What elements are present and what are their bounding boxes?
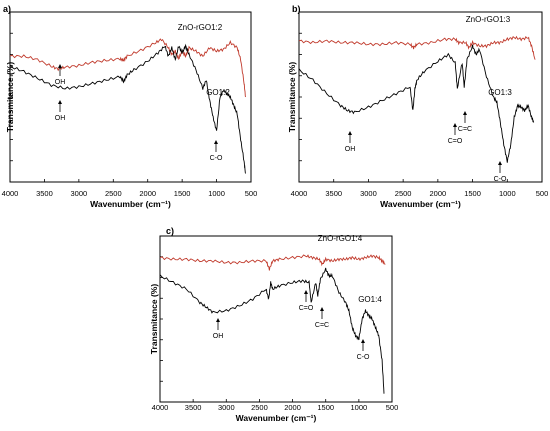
annotation-arrow-head <box>58 64 62 68</box>
x-tick-label: 500 <box>386 403 399 412</box>
panel-label: b) <box>292 4 301 14</box>
x-tick-label: 3500 <box>185 403 202 412</box>
series-line-ZnO-rGO1:4 <box>159 254 386 271</box>
series-label: ZnO-rGO1:2 <box>178 23 223 32</box>
chart-panel-2: b) 4000 3500 3000 2500 2000 1500 1000 500 Wavenum… <box>287 4 548 209</box>
annotation-arrow-head <box>361 339 365 343</box>
annotation-arrow-head <box>320 307 324 311</box>
annotation-arrow-head <box>453 123 457 127</box>
annotation-label: C=C <box>315 322 329 329</box>
x-tick-label: 3000 <box>360 189 377 198</box>
x-tick-label: 4000 <box>152 403 169 412</box>
annotation-label: OH <box>213 333 224 340</box>
annotation-label: C=O <box>299 305 314 312</box>
annotation-label: C=O <box>448 138 463 145</box>
annotation-label: OH <box>55 79 66 86</box>
annotation-label: OH <box>345 146 356 153</box>
series-label: GO1:2 <box>206 88 230 97</box>
x-tick-label: 2500 <box>251 403 268 412</box>
x-axis-label: Wavenumber (cm⁻¹) <box>90 199 171 209</box>
annotation-label: C-O <box>494 176 507 183</box>
x-tick-label: 2000 <box>284 403 301 412</box>
series-line-GO1:2 <box>9 43 246 174</box>
x-tick-label: 2500 <box>395 189 412 198</box>
annotation-label: C-O <box>357 354 370 361</box>
series-label: ZnO-rGO1:3 <box>466 15 511 24</box>
x-tick-label: 2000 <box>430 189 447 198</box>
x-tick-label: 1500 <box>174 189 191 198</box>
x-tick-label: 3500 <box>325 189 342 198</box>
annotation-arrow-head <box>304 290 308 294</box>
x-tick-label: 1500 <box>464 189 481 198</box>
annotation-label: C-O <box>210 155 223 162</box>
x-tick-label: 2500 <box>105 189 122 198</box>
y-axis-label: Transmitance (%) <box>5 62 15 133</box>
x-tick-label: 4000 <box>291 189 308 198</box>
chart-panel-3: c) 4000 3500 3000 2500 2000 1500 1000 500 Wavenum… <box>149 226 398 423</box>
x-axis-label: Wavenumber (cm⁻¹) <box>236 413 317 423</box>
series-label: GO1:4 <box>358 295 382 304</box>
annotation-label: C=C <box>458 126 472 133</box>
annotation-arrow-head <box>216 318 220 322</box>
series-label: ZnO-rGO1:4 <box>318 234 363 243</box>
x-axis-label: Wavenumber (cm⁻¹) <box>380 199 461 209</box>
series-line-GO1:4 <box>159 267 385 394</box>
annotation-arrow-head <box>463 111 467 115</box>
panel-label: c) <box>166 226 174 236</box>
x-tick-label: 500 <box>536 189 549 198</box>
annotation-label: OH <box>55 115 66 122</box>
x-tick-label: 1000 <box>208 189 225 198</box>
x-tick-label: 3500 <box>36 189 53 198</box>
y-axis-label: Transmitance (%) <box>149 284 159 355</box>
plot-frame <box>298 11 543 183</box>
x-tick-label: 3000 <box>218 403 235 412</box>
annotation-arrow-head <box>498 161 502 165</box>
x-tick-label: 2000 <box>139 189 156 198</box>
series-line-GO1:3 <box>298 44 535 163</box>
x-tick-label: 3000 <box>71 189 88 198</box>
x-tick-label: 1000 <box>351 403 368 412</box>
x-tick-label: 1500 <box>317 403 334 412</box>
annotation-arrow-head <box>348 131 352 135</box>
panel-label: a) <box>3 4 11 14</box>
chart-panel-1: a) 4000 3500 3000 2500 2000 1500 1000 500 Wavenum… <box>2 4 258 209</box>
x-tick-label: 1000 <box>499 189 516 198</box>
x-tick-label: 500 <box>245 189 258 198</box>
annotation-arrow-head <box>214 140 218 144</box>
y-axis-label: Transmitance (%) <box>287 62 297 133</box>
x-tick-label: 4000 <box>2 189 19 198</box>
series-label: GO1:3 <box>488 88 512 97</box>
annotation-arrow-head <box>58 100 62 104</box>
series-line-ZnO-rGO1:3 <box>298 35 536 60</box>
